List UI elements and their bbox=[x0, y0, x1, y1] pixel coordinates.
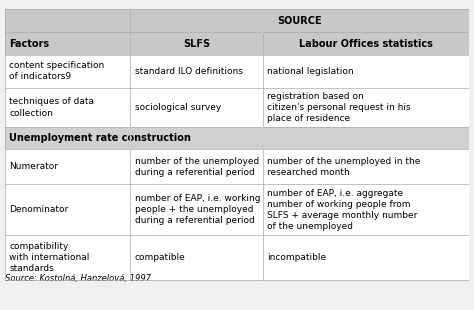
Text: registration based on
citizen's personal request in his
place of residence: registration based on citizen's personal… bbox=[267, 92, 411, 123]
Bar bbox=[263, 149, 469, 184]
Bar bbox=[130, 55, 263, 87]
Text: SLFS: SLFS bbox=[183, 39, 210, 49]
Bar bbox=[130, 149, 263, 184]
Bar bbox=[263, 184, 469, 235]
Bar bbox=[263, 235, 469, 280]
Bar bbox=[263, 32, 469, 55]
Text: Factors: Factors bbox=[9, 39, 49, 49]
Text: standard ILO definitions: standard ILO definitions bbox=[135, 67, 243, 76]
Bar bbox=[5, 55, 130, 87]
Text: Denominator: Denominator bbox=[9, 205, 69, 214]
Text: Source: Kostolná, Hanzelová, 1997: Source: Kostolná, Hanzelová, 1997 bbox=[5, 274, 151, 283]
Bar bbox=[263, 87, 469, 127]
Bar bbox=[130, 184, 263, 235]
Text: sociological survey: sociological survey bbox=[135, 103, 221, 112]
Bar bbox=[5, 184, 130, 235]
Text: number of the unemployed
during a referential period: number of the unemployed during a refere… bbox=[135, 157, 259, 177]
Text: techniques of data
collection: techniques of data collection bbox=[9, 97, 94, 117]
Text: Labour Offices statistics: Labour Offices statistics bbox=[299, 39, 433, 49]
Text: Numerator: Numerator bbox=[9, 162, 58, 171]
Bar bbox=[130, 235, 263, 280]
Text: number of EAP, i.e. aggregate
number of working people from
SLFS + average month: number of EAP, i.e. aggregate number of … bbox=[267, 188, 418, 231]
Bar bbox=[5, 127, 469, 149]
Bar bbox=[5, 235, 130, 280]
Bar bbox=[130, 9, 469, 32]
Bar bbox=[130, 32, 263, 55]
Text: number of EAP, i.e. working
people + the unemployed
during a referential period: number of EAP, i.e. working people + the… bbox=[135, 194, 260, 225]
Text: SOURCE: SOURCE bbox=[277, 16, 322, 26]
Bar bbox=[5, 9, 130, 32]
Text: compatibility
with international
standards: compatibility with international standar… bbox=[9, 242, 90, 273]
Bar bbox=[5, 87, 130, 127]
Text: Unemployment rate construction: Unemployment rate construction bbox=[9, 133, 191, 143]
Text: national legislation: national legislation bbox=[267, 67, 354, 76]
Bar bbox=[5, 32, 130, 55]
Bar bbox=[263, 55, 469, 87]
Bar bbox=[130, 87, 263, 127]
Text: content specification
of indicators9: content specification of indicators9 bbox=[9, 61, 105, 82]
Text: compatible: compatible bbox=[135, 253, 185, 262]
Text: number of the unemployed in the
researched month: number of the unemployed in the research… bbox=[267, 157, 420, 177]
Bar bbox=[5, 149, 130, 184]
Text: incompatible: incompatible bbox=[267, 253, 326, 262]
